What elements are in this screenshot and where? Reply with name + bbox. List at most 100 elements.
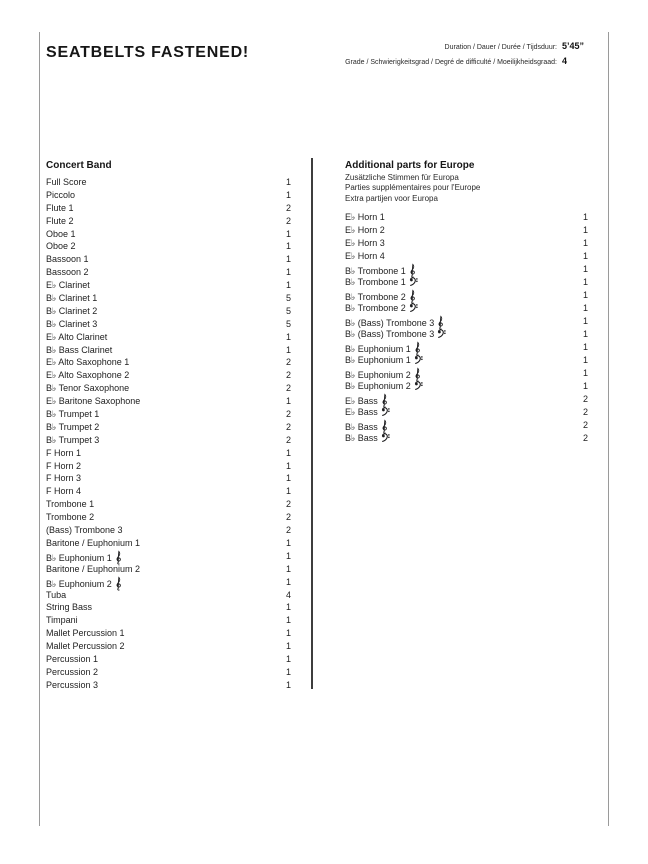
instrument-name: B♭ (Bass) Trombone 3 [345,328,446,341]
instrument-name: B♭ Trombone 1 [345,276,418,289]
instrument-quantity: 1 [285,331,291,342]
instrument-quantity: 1 [285,254,291,265]
instrument-quantity: 2 [285,409,291,420]
instrument-name: Percussion 2 [46,666,99,677]
list-item: Full Score 1 [46,176,291,189]
list-item: Tuba 4 [46,589,291,602]
instrument-name: B♭ Euphonium 1 [46,550,122,565]
page-edge-left-rule [39,32,40,826]
list-item: B♭ Trumpet 1 2 [46,408,291,421]
list-item: Baritone / Euphonium 2 1 [46,563,291,576]
instrument-quantity: 1 [582,290,588,300]
treble-clef-icon [438,315,444,330]
grade-label: Grade / Schwierigkeitsgrad / Degré de di… [345,59,557,66]
concert-band-heading: Concert Band [46,160,112,171]
instrument-name: Flute 2 [46,215,74,226]
instrument-quantity: 1 [582,212,588,222]
list-item: B♭ Clarinet 3 5 [46,318,291,331]
list-item: Baritone / Euphonium 1 1 [46,537,291,550]
instrument-name: F Horn 3 [46,473,82,484]
list-item: Trombone 2 2 [46,511,291,524]
treble-clef-icon [410,263,415,278]
list-item: B♭ Euphonium 2 1 [46,576,291,591]
list-item: E♭ Baritone Saxophone 1 [46,395,291,408]
bass-clef-icon [381,433,390,442]
instrument-name: B♭ Euphonium 2 [345,380,423,393]
list-item: Percussion 2 1 [46,666,291,679]
instrument-quantity: 1 [582,342,588,352]
instrument-quantity: 1 [582,277,588,287]
instrument-name: Trombone 2 [46,512,95,523]
instrument-quantity: 5 [285,318,291,329]
instrument-name: B♭ Bass [345,419,388,434]
instrument-quantity: 1 [582,355,588,365]
instrument-quantity: 1 [285,473,291,484]
instrument-name: Trombone 1 [46,499,95,510]
instrument-name: B♭ Euphonium 2 [345,367,421,382]
instrument-name: Full Score [46,177,87,187]
list-item: E♭ Alto Saxophone 1 2 [46,356,291,369]
list-item: Mallet Percussion 2 1 [46,640,291,653]
duration-label: Duration / Dauer / Durée / Tijdsduur: [444,44,557,51]
instrument-quantity: 2 [285,383,291,394]
instrument-quantity: 1 [285,615,291,626]
list-item: B♭ (Bass) Trombone 3 1 [345,328,588,341]
europe-subheading-de: Zusätzliche Stimmen für Europa [345,173,459,182]
instrument-quantity: 2 [285,357,291,368]
instrument-name: Timpani [46,615,78,626]
list-item: Timpani 1 [46,614,291,627]
instrument-name: B♭ Trumpet 2 [46,421,100,432]
instrument-name: Bassoon 1 [46,254,89,265]
instrument-quantity: 2 [285,421,291,432]
list-item: Flute 2 2 [46,215,291,228]
list-item: E♭ Bass 2 [345,393,588,408]
instrument-quantity: 1 [285,602,291,613]
instrument-name: Mallet Percussion 1 [46,628,125,639]
instrument-name: E♭ Horn 1 [345,212,385,222]
instrument-name: B♭ Clarinet 1 [46,293,98,304]
instrument-name: Oboe 1 [46,228,76,239]
page-edge-right-rule [608,32,609,826]
instrument-name: B♭ Trombone 2 [345,289,416,304]
instrument-name: F Horn 2 [46,460,82,471]
instrument-name: E♭ Bass [345,393,388,408]
list-item: E♭ Bass 2 [345,406,588,419]
instrument-name: F Horn 1 [46,447,82,458]
instrument-quantity: 1 [285,228,291,239]
instrument-name: Mallet Percussion 2 [46,641,125,652]
instrument-quantity: 1 [285,550,291,561]
list-item: Oboe 1 1 [46,228,291,241]
instrument-quantity: 1 [285,447,291,458]
instrument-quantity: 1 [285,460,291,471]
instrument-name: Percussion 3 [46,679,99,690]
instrument-name: B♭ (Bass) Trombone 3 [345,315,444,330]
bass-clef-icon [409,303,418,312]
instrument-quantity: 2 [582,407,588,417]
instrument-quantity: 1 [582,368,588,378]
instrument-name: E♭ Bass [345,406,390,419]
list-item: B♭ Trombone 1 1 [345,263,588,278]
list-item: E♭ Horn 3 1 [345,237,588,250]
list-item: B♭ Trombone 2 1 [345,302,588,315]
instrument-name: B♭ Clarinet 2 [46,305,98,316]
instrument-quantity: 1 [285,241,291,252]
list-item: String Bass 1 [46,601,291,614]
instrument-quantity: 1 [582,381,588,391]
instrument-name: String Bass [46,602,93,613]
instrument-name: E♭ Alto Saxophone 1 [46,357,130,368]
instrument-quantity: 2 [285,499,291,510]
instrument-name: F Horn 4 [46,486,82,497]
list-item: B♭ Trombone 2 1 [345,289,588,304]
instrument-quantity: 1 [285,280,291,291]
bass-clef-icon [414,355,423,364]
instrument-quantity: 5 [285,305,291,316]
instrument-quantity: 5 [285,293,291,304]
bass-clef-icon [438,329,446,338]
treble-clef-icon [382,419,387,434]
instrument-name: B♭ Euphonium 2 [46,576,122,591]
list-item: F Horn 3 1 [46,472,291,485]
bass-clef-icon [414,381,423,390]
instrument-name: B♭ Trumpet 3 [46,434,100,445]
europe-heading: Additional parts for Europe [345,160,475,171]
